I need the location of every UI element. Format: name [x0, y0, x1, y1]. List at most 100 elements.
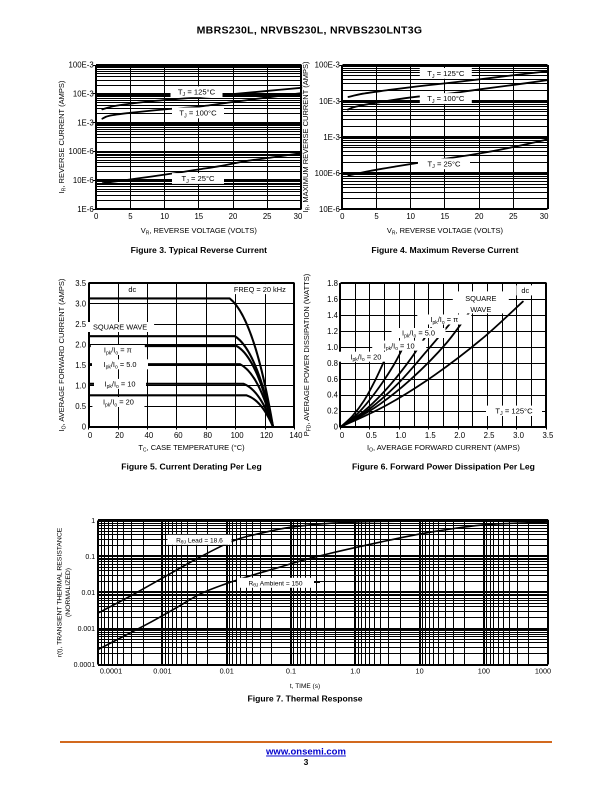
svg-text:Ipk/Io = 10: Ipk/Io = 10 [384, 341, 415, 352]
svg-text:r(t), TRANSIENT THERMAL RESIST: r(t), TRANSIENT THERMAL RESISTANCE [57, 527, 64, 657]
svg-text:1.0: 1.0 [350, 667, 360, 676]
svg-text:0: 0 [334, 423, 339, 432]
svg-text:VR, REVERSE VOLTAGE (VOLTS): VR, REVERSE VOLTAGE (VOLTS) [141, 226, 258, 237]
svg-text:0: 0 [340, 431, 345, 440]
svg-text:1.5: 1.5 [75, 361, 87, 370]
svg-text:Ipk/Io = 5.0: Ipk/Io = 5.0 [104, 360, 137, 371]
svg-text:0.01: 0.01 [81, 590, 95, 597]
svg-text:20: 20 [229, 212, 238, 221]
svg-text:IR, REVERSE CURRENT (AMPS): IR, REVERSE CURRENT (AMPS) [57, 80, 68, 193]
svg-text:RθJ Ambient = 150: RθJ Ambient = 150 [248, 580, 302, 588]
svg-text:10E-3: 10E-3 [319, 97, 340, 106]
svg-text:100: 100 [231, 431, 245, 440]
svg-text:TJ = 125°C: TJ = 125°C [427, 69, 465, 80]
svg-text:100: 100 [478, 667, 490, 676]
svg-text:10E-3: 10E-3 [73, 90, 94, 99]
svg-text:SQUARE: SQUARE [465, 294, 496, 303]
svg-text:1.0: 1.0 [75, 382, 87, 391]
svg-text:0.0001: 0.0001 [100, 667, 122, 676]
svg-text:1.5: 1.5 [425, 431, 437, 440]
svg-text:Ipk/Io = π: Ipk/Io = π [104, 346, 132, 357]
svg-text:RθJ Lead = 18.6: RθJ Lead = 18.6 [176, 537, 223, 545]
svg-text:30: 30 [540, 212, 549, 221]
svg-text:Figure 4. Maximum Reverse Curr: Figure 4. Maximum Reverse Current [371, 245, 518, 255]
svg-text:1.2: 1.2 [327, 327, 338, 336]
svg-text:0: 0 [88, 431, 93, 440]
svg-text:2.5: 2.5 [75, 320, 87, 329]
svg-text:10E-6: 10E-6 [319, 205, 340, 214]
svg-text:10: 10 [160, 212, 169, 221]
svg-text:0.001: 0.001 [153, 667, 171, 676]
svg-text:TJ = 25°C: TJ = 25°C [428, 160, 461, 171]
svg-text:2.0: 2.0 [75, 341, 87, 350]
svg-text:0.5: 0.5 [366, 431, 378, 440]
svg-text:100E-6: 100E-6 [69, 147, 94, 156]
svg-text:60: 60 [174, 431, 183, 440]
svg-text:0: 0 [340, 212, 345, 221]
svg-text:1.0: 1.0 [327, 343, 339, 352]
svg-text:120: 120 [260, 431, 274, 440]
svg-text:1E-3: 1E-3 [323, 133, 339, 142]
svg-text:IO, AVERAGE FORWARD CURRENT (A: IO, AVERAGE FORWARD CURRENT (AMPS) [57, 278, 68, 431]
svg-text:0.0001: 0.0001 [74, 662, 96, 669]
svg-text:dc: dc [128, 285, 136, 294]
svg-text:Figure 5. Current Derating Per: Figure 5. Current Derating Per Leg [121, 462, 261, 472]
svg-text:15: 15 [441, 212, 450, 221]
svg-text:40: 40 [145, 431, 154, 440]
svg-text:1E-6: 1E-6 [77, 205, 93, 214]
svg-text:TC, CASE TEMPERATURE (°C): TC, CASE TEMPERATURE (°C) [138, 443, 245, 454]
svg-text:20: 20 [115, 431, 124, 440]
svg-text:TJ = 125°C: TJ = 125°C [178, 88, 216, 99]
svg-text:0.5: 0.5 [75, 402, 87, 411]
svg-text:2.5: 2.5 [484, 431, 496, 440]
svg-text:TJ = 100°C: TJ = 100°C [427, 94, 465, 105]
svg-text:1: 1 [91, 518, 95, 525]
svg-text:1.8: 1.8 [327, 279, 338, 288]
svg-text:t, TIME (s): t, TIME (s) [290, 683, 320, 690]
svg-text:IO, AVERAGE FORWARD CURRENT (A: IO, AVERAGE FORWARD CURRENT (AMPS) [367, 443, 520, 454]
svg-text:www.onsemi.com: www.onsemi.com [265, 747, 346, 758]
svg-text:10: 10 [406, 212, 415, 221]
svg-text:Ipk/Io = 10: Ipk/Io = 10 [105, 380, 136, 391]
svg-text:3.5: 3.5 [542, 431, 554, 440]
svg-text:20: 20 [475, 212, 484, 221]
svg-text:0.1: 0.1 [85, 554, 95, 561]
svg-text:25: 25 [263, 212, 272, 221]
svg-text:2.0: 2.0 [454, 431, 466, 440]
svg-text:TJ = 25°C: TJ = 25°C [182, 174, 215, 185]
svg-text:0.1: 0.1 [286, 667, 296, 676]
svg-text:100E-3: 100E-3 [69, 61, 94, 70]
svg-text:3.5: 3.5 [75, 279, 87, 288]
svg-text:1.4: 1.4 [327, 311, 339, 320]
svg-text:80: 80 [203, 431, 212, 440]
svg-text:15: 15 [194, 212, 203, 221]
svg-text:IR, MAXIMUM REVERSE CURRENT (A: IR, MAXIMUM REVERSE CURRENT (AMPS) [301, 61, 312, 213]
svg-text:Ipk/Io = π: Ipk/Io = π [430, 315, 458, 326]
svg-text:0: 0 [94, 212, 99, 221]
svg-text:100E-6: 100E-6 [315, 169, 340, 178]
svg-text:Ipk/Io = 5.0: Ipk/Io = 5.0 [402, 329, 435, 340]
svg-text:1.6: 1.6 [327, 295, 338, 304]
svg-text:5: 5 [128, 212, 133, 221]
svg-text:0: 0 [82, 423, 87, 432]
svg-text:MBRS230L, NRVBS230L, NRVBS230L: MBRS230L, NRVBS230L, NRVBS230LNT3G [197, 25, 423, 37]
svg-text:1.0: 1.0 [395, 431, 407, 440]
svg-text:0.01: 0.01 [220, 667, 234, 676]
svg-text:SQUARE WAVE: SQUARE WAVE [93, 323, 147, 332]
svg-text:0.4: 0.4 [327, 391, 339, 400]
svg-text:140: 140 [289, 431, 303, 440]
svg-text:0.2: 0.2 [327, 407, 338, 416]
svg-text:5: 5 [374, 212, 379, 221]
svg-text:WAVE: WAVE [470, 305, 491, 314]
svg-text:TJ = 100°C: TJ = 100°C [179, 109, 217, 120]
svg-text:Figure 3. Typical Reverse Curr: Figure 3. Typical Reverse Current [131, 245, 268, 255]
svg-text:(NORMALIZED): (NORMALIZED) [65, 568, 72, 617]
svg-text:Ipk/Io = 20: Ipk/Io = 20 [103, 398, 134, 409]
svg-text:100E-3: 100E-3 [315, 61, 340, 70]
svg-text:3.0: 3.0 [75, 299, 87, 308]
svg-text:0.8: 0.8 [327, 359, 338, 368]
svg-text:3.0: 3.0 [513, 431, 525, 440]
svg-text:0.6: 0.6 [327, 375, 338, 384]
svg-text:10: 10 [416, 667, 424, 676]
svg-text:25: 25 [509, 212, 518, 221]
